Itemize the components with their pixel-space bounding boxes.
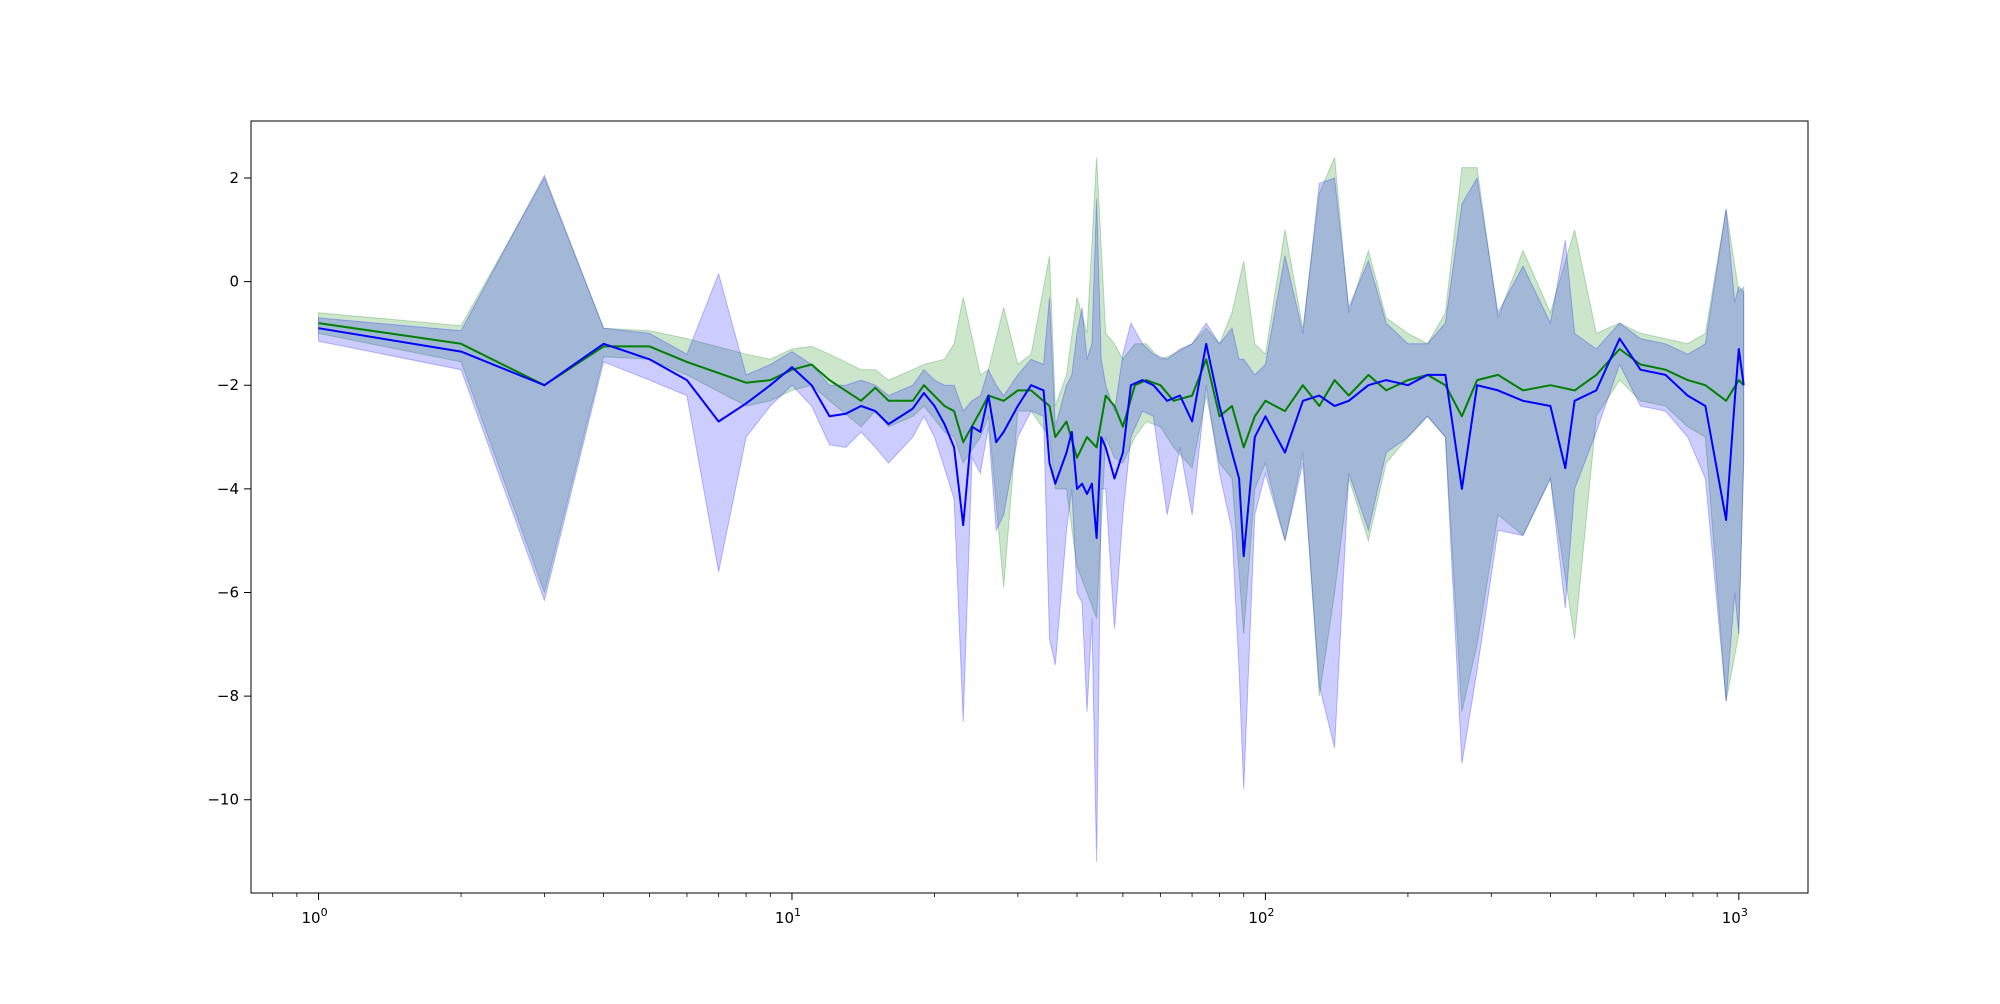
y-tick-label: −2	[217, 376, 239, 394]
series-0-line	[318, 322, 1745, 459]
y-tick-label: 2	[229, 169, 239, 187]
y-tick-label: −4	[217, 480, 239, 498]
series-lines	[318, 322, 1745, 558]
confidence-bands	[318, 157, 1745, 862]
x-tick-label: 101	[775, 906, 801, 927]
series-1-band	[318, 174, 1745, 862]
x-tick-label: 100	[301, 906, 327, 927]
plot-area-frame	[250, 120, 1809, 894]
series-1-line	[318, 327, 1745, 558]
y-axis: 2 0 −2 −4 −6 −8 −10	[207, 169, 251, 809]
y-tick-label: −10	[207, 791, 239, 809]
x-axis: 100 101 102 103	[272, 893, 1748, 927]
series-0-band	[318, 157, 1745, 712]
y-tick-label: −6	[217, 583, 239, 601]
y-tick-label: 0	[229, 273, 239, 291]
y-tick-label: −8	[217, 687, 239, 705]
x-tick-label: 102	[1248, 906, 1274, 927]
x-tick-label: 103	[1722, 906, 1748, 927]
